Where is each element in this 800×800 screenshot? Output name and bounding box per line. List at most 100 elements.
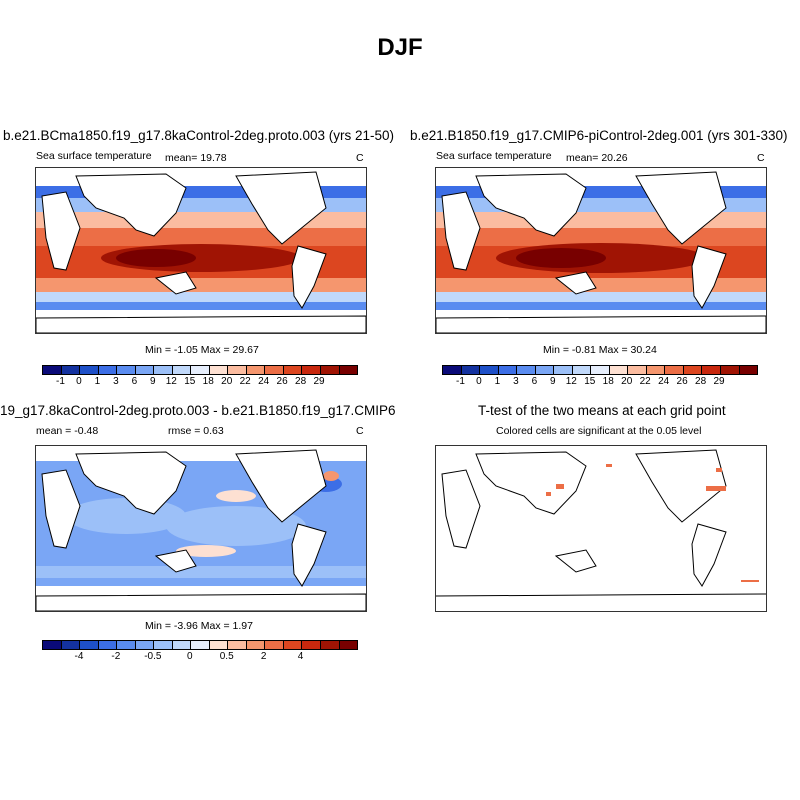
panel2-colorbar-color-cell bbox=[535, 366, 555, 374]
panel4-map-svg bbox=[436, 446, 766, 611]
panel3-title: 19_g17.8kaControl-2deg.proto.003 - b.e21… bbox=[0, 403, 395, 418]
panel1-colorbar-color-cell bbox=[43, 366, 62, 374]
panel3-colorbar bbox=[42, 640, 358, 650]
panel1-colorbar-tick-label: 9 bbox=[150, 376, 156, 387]
panel1-colorbar-tick-label: 0 bbox=[76, 376, 82, 387]
panel1-colorbar-color-cell bbox=[302, 366, 321, 374]
panel3-colorbar-color-cell bbox=[98, 641, 118, 649]
panel3-colorbar-color-cell bbox=[339, 641, 358, 649]
panel1-colorbar-tick-label: 20 bbox=[221, 376, 233, 387]
panel3-colorbar-color-cell bbox=[302, 641, 321, 649]
panel3-colorbar-color-cell bbox=[320, 641, 340, 649]
panel2-colorbar-color-cell bbox=[498, 366, 518, 374]
panel2-colorbar-color-cell bbox=[628, 366, 647, 374]
panel4-title: T-test of the two means at each grid poi… bbox=[478, 403, 726, 418]
panel2-colorbar-tick-label: 6 bbox=[531, 376, 538, 387]
panel3-colorbar-color-cell bbox=[154, 641, 173, 649]
panel1-colorbar-tick-label: 26 bbox=[276, 376, 288, 387]
panel3-colorbar-color-cell bbox=[172, 641, 192, 649]
panel1-mean-label: mean= 19.78 bbox=[165, 152, 227, 164]
panel1-colorbar-color-cell bbox=[209, 366, 229, 374]
panel1-colorbar-tick-label: 22 bbox=[239, 376, 251, 387]
panel2-colorbar-tick-label: 1 bbox=[494, 376, 501, 387]
panel4-subtitle: Colored cells are significant at the 0.0… bbox=[496, 425, 702, 437]
panel1-colorbar-color-cell bbox=[154, 366, 173, 374]
panel1-colorbar-tick-label: 24 bbox=[258, 376, 270, 387]
panel3-colorbar-color-cell bbox=[135, 641, 155, 649]
panel2-colorbar-color-cell bbox=[554, 366, 573, 374]
panel3-colorbar-color-cell bbox=[283, 641, 303, 649]
panel3-rmse-label: rmse = 0.63 bbox=[168, 425, 224, 437]
panel2-map-svg bbox=[436, 168, 766, 333]
panel3-colorbar-tick-label: -0.5 bbox=[144, 651, 162, 662]
panel1-colorbar-tick-label: 18 bbox=[202, 376, 214, 387]
panel3-colorbar-color-cell bbox=[80, 641, 99, 649]
panel2-colorbar-tick-label: 29 bbox=[713, 376, 725, 387]
panel1-colorbar-color-cell bbox=[61, 366, 81, 374]
panel1-colorbar-tick-label: 6 bbox=[131, 376, 138, 387]
panel1-colorbar-color-cell bbox=[228, 366, 247, 374]
panel1-colorbar-tick-label: -1 bbox=[56, 376, 65, 387]
panel1-map-svg bbox=[36, 168, 366, 333]
panel2-colorbar-tick-label: 18 bbox=[602, 376, 614, 387]
panel3-colorbar-color-cell bbox=[117, 641, 136, 649]
panel1-colorbar-ticks: -1 0 1 3 6 9 12 15 18 20 22 24 26 28 29 bbox=[42, 376, 358, 388]
panel3-colorbar-color-cell bbox=[265, 641, 284, 649]
panel3-colorbar-color-cell bbox=[228, 641, 247, 649]
panel2-colorbar-tick-label: -1 bbox=[456, 376, 465, 387]
panel2-colorbar-color-cell bbox=[517, 366, 536, 374]
panel3-mean-label: mean = -0.48 bbox=[36, 425, 99, 437]
panel3-colorbar-tick-label: 2 bbox=[260, 651, 267, 662]
panel2-colorbar-color-cell bbox=[646, 366, 666, 374]
panel3-colorbar-tick-label: -4 bbox=[74, 651, 84, 662]
panel2-colorbar-color-cell bbox=[702, 366, 721, 374]
panel2-minmax: Min = -0.81 Max = 30.24 bbox=[543, 344, 657, 356]
panel1-colorbar-tick-label: 3 bbox=[113, 376, 119, 387]
panel3-colorbar-color-cell bbox=[191, 641, 210, 649]
panel1-left-label: Sea surface temperature bbox=[36, 150, 152, 162]
panel3-colorbar-color-cell bbox=[246, 641, 266, 649]
panel1-units: C bbox=[356, 152, 364, 164]
panel1-colorbar bbox=[42, 365, 358, 375]
panel2-colorbar-tick-label: 12 bbox=[565, 376, 577, 387]
panel2-colorbar-color-cell bbox=[480, 366, 499, 374]
panel1-colorbar-tick-label: 28 bbox=[295, 376, 307, 387]
panel1-colorbar-color-cell bbox=[191, 366, 210, 374]
panel2-colorbar-color-cell bbox=[443, 366, 462, 374]
panel2-colorbar-tick-label: 22 bbox=[639, 376, 651, 387]
panel3-colorbar-tick-label: -2 bbox=[111, 651, 121, 662]
panel2-colorbar-color-cell bbox=[665, 366, 684, 374]
panel3-colorbar-color-cell bbox=[43, 641, 62, 649]
panel1-title: b.e21.BCma1850.f19_g17.8kaControl-2deg.p… bbox=[3, 128, 394, 143]
panel2-colorbar-tick-label: 9 bbox=[550, 376, 556, 387]
panel2-units: C bbox=[757, 152, 765, 164]
panel1-colorbar-tick-label: 1 bbox=[94, 376, 101, 387]
panel2-mean-label: mean= 20.26 bbox=[566, 152, 628, 164]
panel3-colorbar-tick-label: 0 bbox=[186, 651, 193, 662]
panel1-colorbar-color-cell bbox=[283, 366, 303, 374]
panel1-colorbar-color-cell bbox=[246, 366, 266, 374]
panel2-colorbar-tick-label: 15 bbox=[584, 376, 596, 387]
panel1-colorbar-color-cell bbox=[265, 366, 284, 374]
panel3-colorbar-tick-label: 0.5 bbox=[219, 651, 234, 662]
panel3-colorbar-color-cell bbox=[61, 641, 81, 649]
panel2-colorbar-tick-label: 20 bbox=[621, 376, 633, 387]
panel1-colorbar-tick-label: 15 bbox=[184, 376, 196, 387]
panel2-colorbar-tick-label: 3 bbox=[513, 376, 519, 387]
panel1-colorbar-color-cell bbox=[98, 366, 118, 374]
panel3-minmax: Min = -3.96 Max = 1.97 bbox=[145, 620, 253, 632]
panel2-title: b.e21.B1850.f19_g17.CMIP6-piControl-2deg… bbox=[410, 128, 788, 143]
panel2-colorbar-color-cell bbox=[683, 366, 703, 374]
panel3-colorbar-ticks: -4 -2 -0.5 0 0.5 2 4 bbox=[42, 651, 358, 663]
panel3-units: C bbox=[356, 425, 364, 437]
panel1-colorbar-color-cell bbox=[80, 366, 99, 374]
panel2-colorbar-color-cell bbox=[609, 366, 629, 374]
panel1-colorbar-color-cell bbox=[320, 366, 340, 374]
panel1-minmax: Min = -1.05 Max = 29.67 bbox=[145, 344, 259, 356]
panel2-colorbar-tick-label: 24 bbox=[658, 376, 670, 387]
panel2-colorbar-color-cell bbox=[739, 366, 758, 374]
figure-title: DJF bbox=[377, 34, 423, 61]
panel3-map bbox=[35, 445, 367, 612]
panel1-colorbar-color-cell bbox=[172, 366, 192, 374]
panel1-colorbar-tick-label: 29 bbox=[313, 376, 325, 387]
